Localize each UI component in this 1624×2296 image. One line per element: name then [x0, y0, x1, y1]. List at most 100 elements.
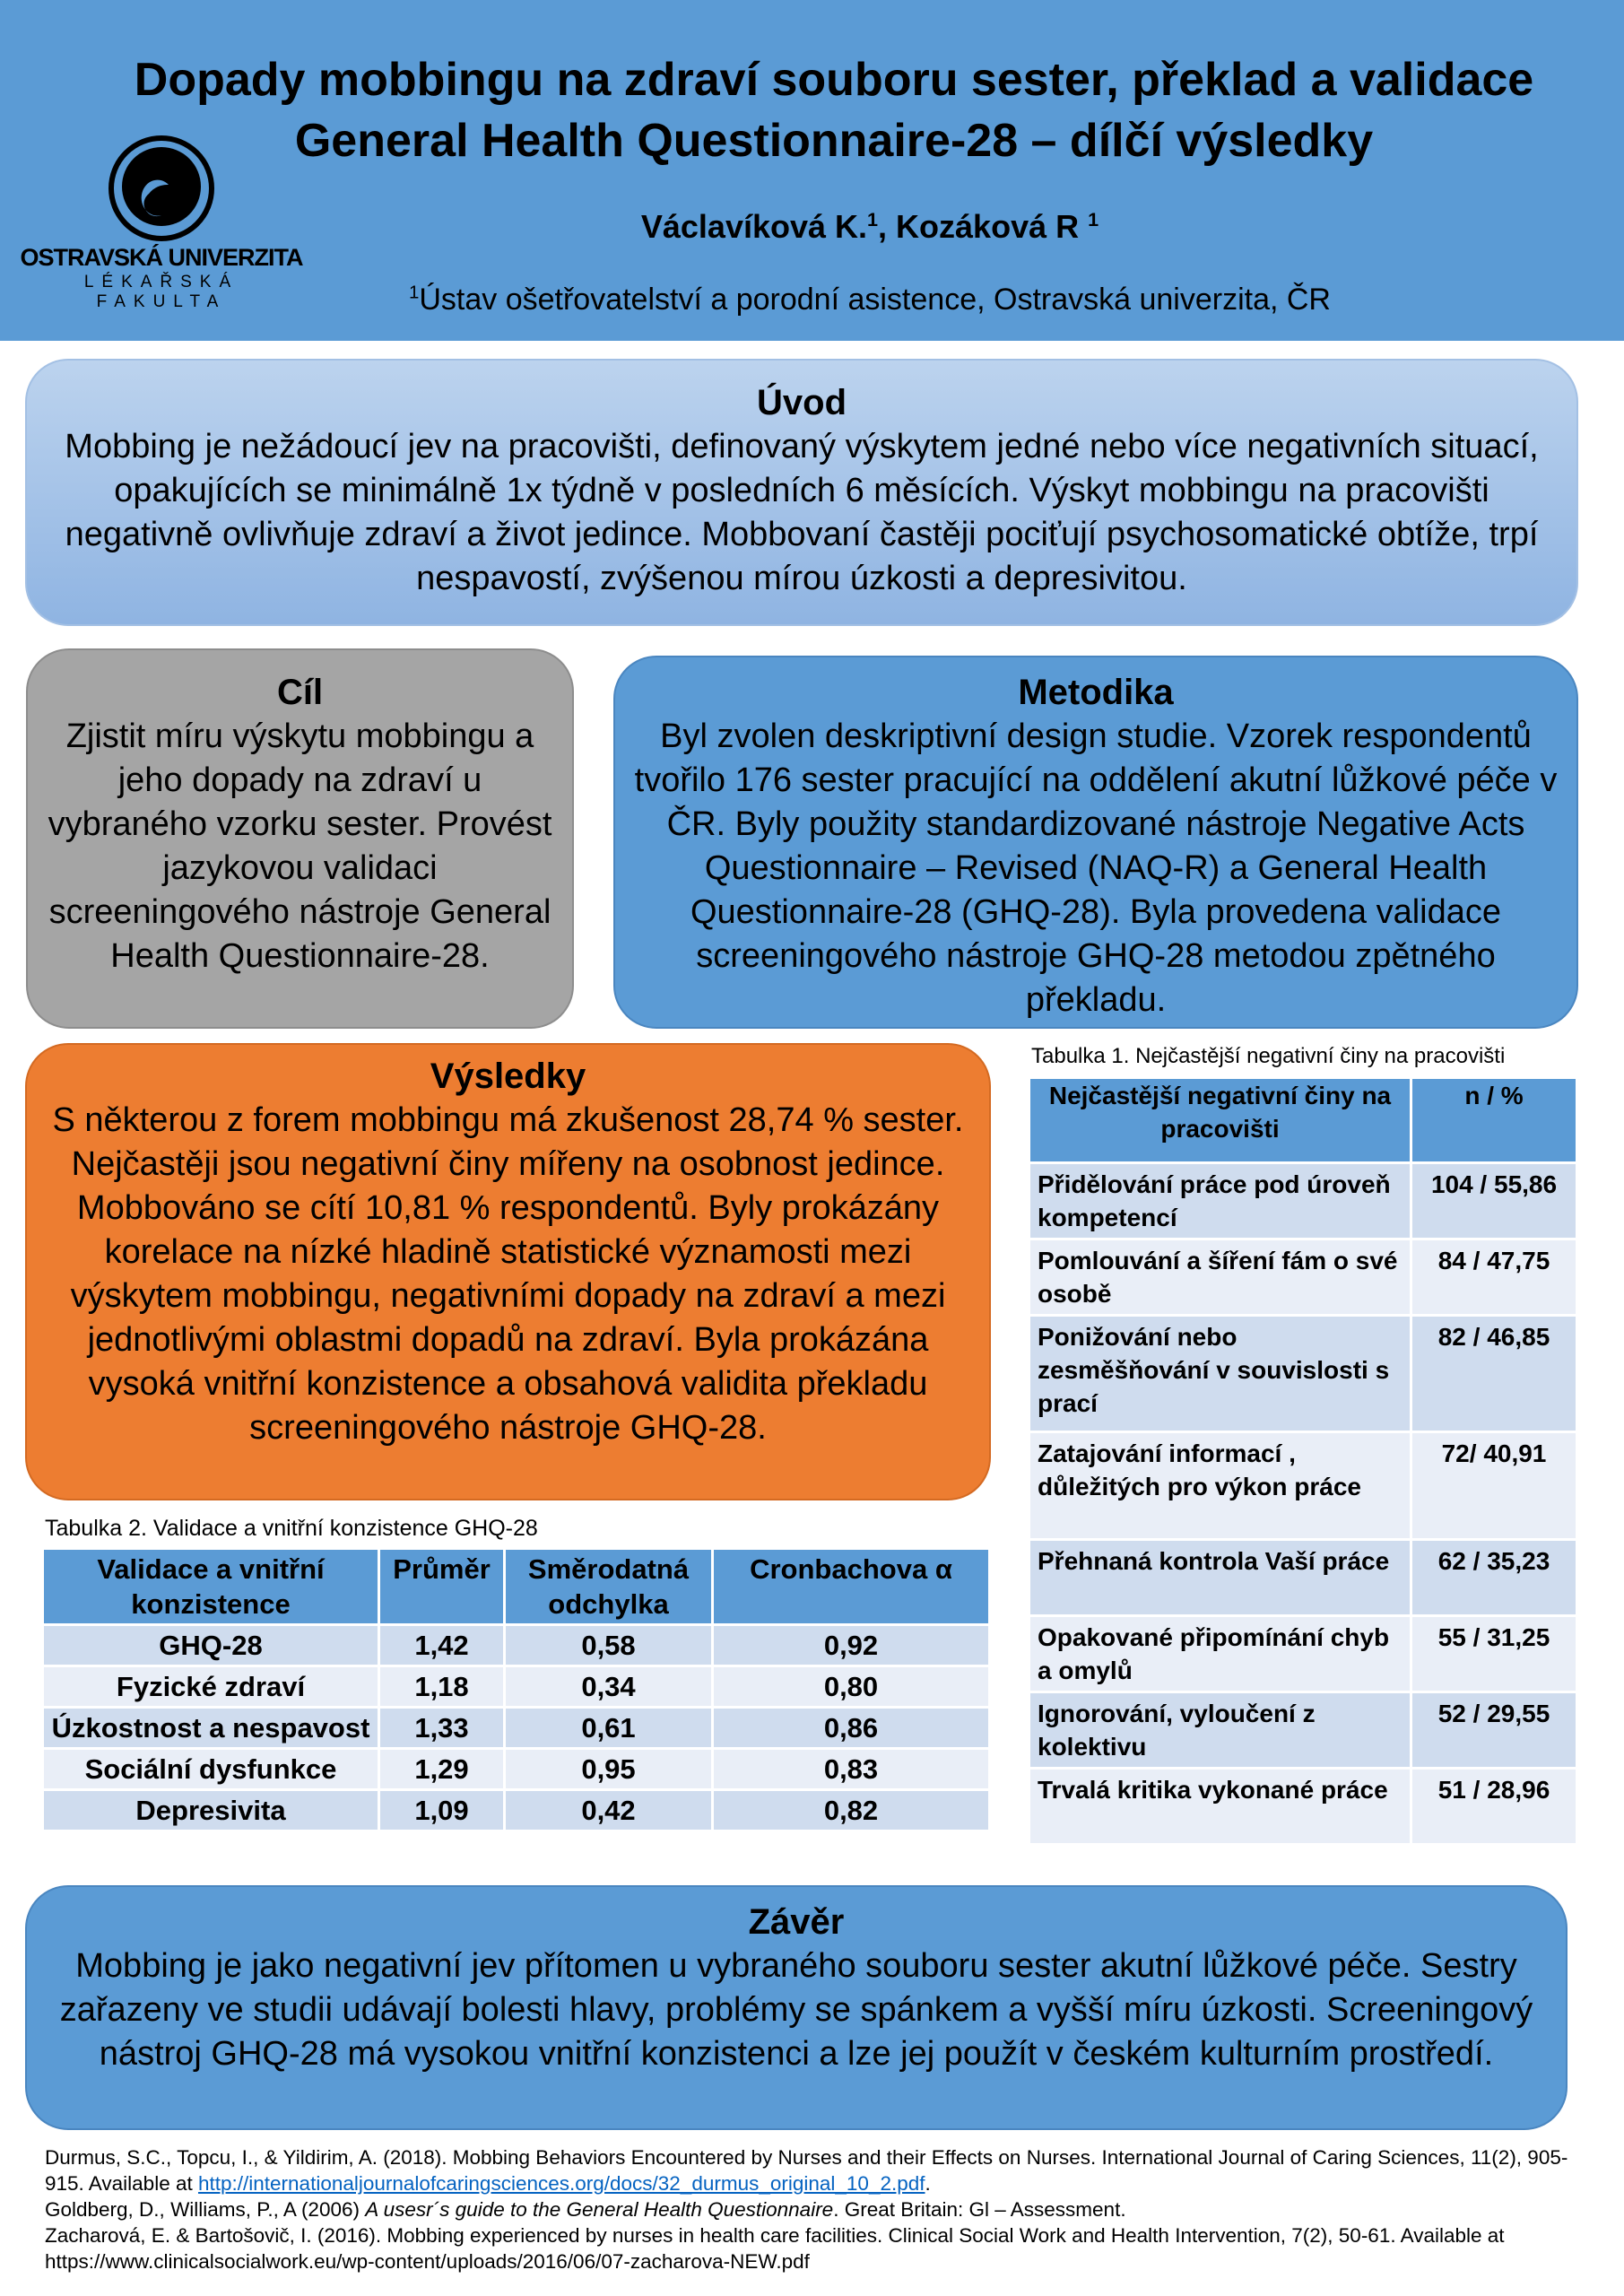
table-cell: 0,92 — [711, 1623, 991, 1667]
reference-text: . — [925, 2172, 931, 2195]
table-cell: 0,80 — [711, 1665, 991, 1709]
title-line: General Health Questionnaire-28 – dílčí … — [294, 115, 1374, 167]
section-text: Mobbing je jako negativní jev přítomen u… — [59, 1947, 1533, 2073]
section-text: Mobbing je nežádoucí jev na pracovišti, … — [65, 428, 1539, 597]
table-row: Trvalá kritika vykonané práce 51 / 28,96 — [1028, 1767, 1578, 1846]
reference-title: A usesr´s guide to the General Health Qu… — [365, 2198, 834, 2221]
author: , Kozáková R — [878, 208, 1089, 245]
section-introduction: Úvod Mobbing je nežádoucí jev na pracovi… — [25, 359, 1578, 626]
section-results: Výsledky S některou z forem mobbingu má … — [25, 1043, 991, 1500]
table-cell: 0,86 — [711, 1706, 991, 1750]
table-row: GHQ-28 1,42 0,58 0,92 — [41, 1623, 991, 1667]
table2-caption: Tabulka 2. Validace a vnitřní konzistenc… — [45, 1516, 538, 1541]
table-row: Fyzické zdraví 1,18 0,34 0,80 — [41, 1665, 991, 1709]
section-heading: Úvod — [757, 383, 847, 422]
table-cell: 0,42 — [503, 1788, 714, 1832]
poster-header — [0, 0, 1624, 341]
university-logo — [18, 135, 305, 296]
table-header: Směrodatná odchylka — [503, 1547, 714, 1626]
table-cell: Přidělování práce pod úroveň kompetencí — [1028, 1161, 1412, 1240]
table-cell: 0,61 — [503, 1706, 714, 1750]
reference-text: . Great Britain: Gl – Assessment. — [833, 2198, 1126, 2221]
table-cell: Depresivita — [41, 1788, 380, 1832]
section-text: Byl zvolen deskriptivní design studie. V… — [634, 718, 1558, 1019]
table-cell: Opakované připomínání chyb a omylů — [1028, 1614, 1412, 1693]
table-header: Průměr — [378, 1547, 506, 1626]
table-cell: Ponižování nebo zesměšňování v souvislos… — [1028, 1314, 1412, 1433]
table-cell: 1,09 — [378, 1788, 506, 1832]
authors: Václavíková K.1, Kozáková R 1 — [359, 208, 1381, 246]
reference-text: Goldberg, D., Williams, P., A (2006) — [45, 2198, 366, 2221]
table-row: Sociální dysfunkce 1,29 0,95 0,83 — [41, 1747, 991, 1791]
table-cell: 72/ 40,91 — [1410, 1431, 1578, 1541]
table-row: Ignorování, vyloučení z kolektivu 52 / 29… — [1028, 1691, 1578, 1770]
table-row: Přidělování práce pod úroveň kompetencí 1… — [1028, 1161, 1578, 1240]
section-heading: Cíl — [276, 673, 324, 712]
table-row: Depresivita 1,09 0,42 0,82 — [41, 1788, 991, 1832]
table-negative-acts: Nejčastější negativní činy na pracovišti… — [1028, 1076, 1578, 1846]
table-cell: Ignorování, vyloučení z kolektivu — [1028, 1691, 1412, 1770]
table-row: Zatajování informací , důležitých pro vý… — [1028, 1431, 1578, 1541]
reference-item: Zacharová, E. & Bartošovič, I. (2016). M… — [45, 2224, 1505, 2273]
table-cell: 0,34 — [503, 1665, 714, 1709]
poster-title: Dopady mobbingu na zdraví souboru sester… — [54, 49, 1614, 171]
section-heading: Metodika — [1018, 673, 1174, 712]
table1-caption: Tabulka 1. Nejčastější negativní činy na… — [1031, 1044, 1506, 1068]
table-cell: 1,42 — [378, 1623, 506, 1667]
table-cell: GHQ-28 — [41, 1623, 380, 1667]
author-affiliation-mark: 1 — [1088, 208, 1099, 230]
section-aim: Cíl Zjistit míru výskytu mobbingu a jeho… — [26, 648, 574, 1029]
table-cell: 82 / 46,85 — [1410, 1314, 1578, 1433]
table-row: Opakované připomínání chyb a omylů 55 / 3… — [1028, 1614, 1578, 1693]
table-cell: Sociální dysfunkce — [41, 1747, 380, 1791]
table-cell: 104 / 55,86 — [1410, 1161, 1578, 1240]
logo-faculty-name: LÉKAŘSKÁ FAKULTA — [83, 273, 239, 311]
section-text: S některou z forem mobbingu má zkušenost… — [52, 1101, 964, 1447]
table-cell: 52 / 29,55 — [1410, 1691, 1578, 1770]
table-cell: Zatajování informací , důležitých pro vý… — [1028, 1431, 1412, 1541]
table-cell: Fyzické zdraví — [41, 1665, 380, 1709]
table-cell: 1,29 — [378, 1747, 506, 1791]
author: Václavíková K. — [640, 208, 868, 245]
section-heading: Výsledky — [430, 1057, 586, 1096]
logo-university-name: OSTRAVSKÁ UNIVERZITA — [20, 244, 303, 271]
table-cell: 0,83 — [711, 1747, 991, 1791]
author-affiliation-mark: 1 — [867, 208, 879, 230]
section-methods: Metodika Byl zvolen deskriptivní design … — [613, 656, 1578, 1029]
logo-swirl-icon — [109, 135, 214, 241]
table-header: Cronbachova α — [711, 1547, 991, 1626]
table-cell: Pomlouvání a šíření fám o své osobě — [1028, 1238, 1412, 1317]
table-header: Validace a vnitřní konzistence — [41, 1547, 380, 1626]
table-cell: 0,95 — [503, 1747, 714, 1791]
table-cell: Úzkostnost a nespavost — [41, 1706, 380, 1750]
table-validation: Validace a vnitřní konzistence Průměr Sm… — [41, 1547, 991, 1832]
table-cell: 62 / 35,23 — [1410, 1538, 1578, 1617]
section-conclusion: Závěr Mobbing je jako negativní jev přít… — [25, 1885, 1568, 2130]
table-cell: 55 / 31,25 — [1410, 1614, 1578, 1693]
section-text: Zjistit míru výskytu mobbingu a jeho dop… — [48, 718, 552, 975]
table-row: Pomlouvání a šíření fám o své osobě 84 / … — [1028, 1238, 1578, 1317]
table-cell: 0,82 — [711, 1788, 991, 1832]
table-row: Ponižování nebo zesměšňování v souvislos… — [1028, 1314, 1578, 1433]
reference-item: Durmus, S.C., Topcu, I., & Yildirim, A. … — [45, 2144, 1587, 2196]
table-header: Nejčastější negativní činy na pracovišti — [1028, 1076, 1412, 1164]
table-header: n / % — [1410, 1076, 1578, 1164]
reference-text: Durmus, S.C., Topcu, I., & Yildirim, A. … — [45, 2146, 1568, 2195]
table-cell: Trvalá kritika vykonané práce — [1028, 1767, 1412, 1846]
title-line: Dopady mobbingu na zdraví souboru sester… — [134, 54, 1534, 106]
table-cell: 51 / 28,96 — [1410, 1767, 1578, 1846]
table-row: Přehnaná kontrola Vaší práce 62 / 35,23 — [1028, 1538, 1578, 1617]
affiliation-mark: 1 — [409, 283, 420, 303]
affiliation-text: Ústav ošetřovatelství a porodní asistenc… — [419, 283, 1331, 317]
table-row: Úzkostnost a nespavost 1,33 0,61 0,86 — [41, 1706, 991, 1750]
reference-link[interactable]: http://internationaljournalofcaringscien… — [197, 2172, 925, 2195]
reference-item: Goldberg, D., Williams, P., A (2006) A u… — [45, 2196, 1587, 2222]
table-cell: 1,18 — [378, 1665, 506, 1709]
section-heading: Závěr — [748, 1902, 845, 1942]
affiliation: 1Ústav ošetřovatelství a porodní asisten… — [269, 283, 1471, 317]
table-cell: 0,58 — [503, 1623, 714, 1667]
table-cell: 84 / 47,75 — [1410, 1238, 1578, 1317]
table-cell: 1,33 — [378, 1706, 506, 1750]
table-cell: Přehnaná kontrola Vaší práce — [1028, 1538, 1412, 1617]
references: Durmus, S.C., Topcu, I., & Yildirim, A. … — [45, 2144, 1587, 2274]
